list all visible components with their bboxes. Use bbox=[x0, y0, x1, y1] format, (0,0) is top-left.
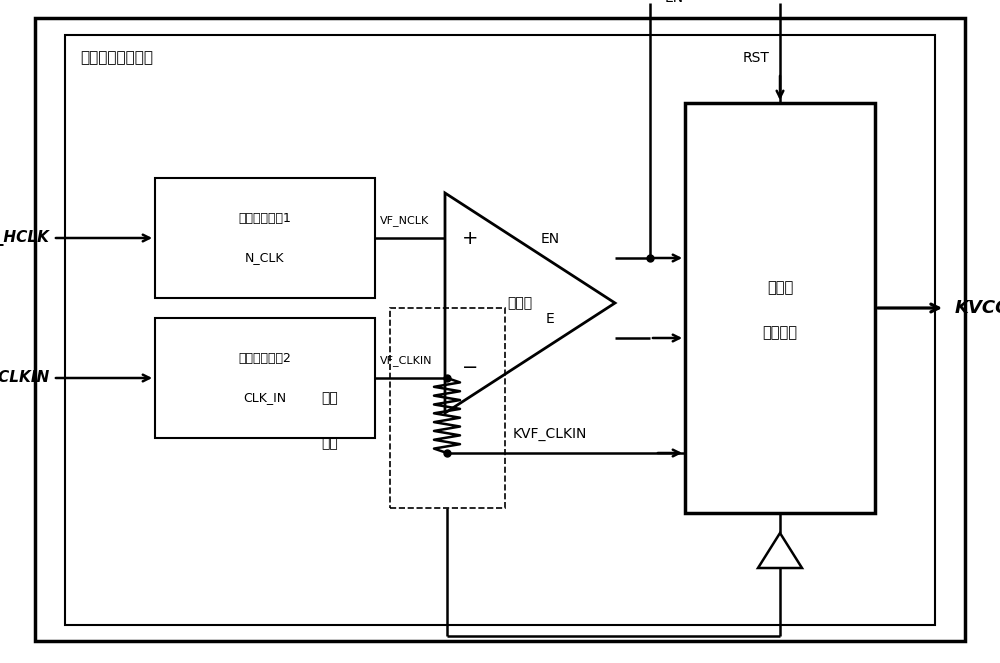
Bar bbox=[390, 308, 505, 508]
Text: 自适应: 自适应 bbox=[767, 280, 793, 296]
Text: RST: RST bbox=[743, 51, 770, 65]
Bar bbox=[65, 35, 935, 625]
Text: KVCO: KVCO bbox=[955, 299, 1000, 317]
Text: 电阵: 电阵 bbox=[322, 391, 338, 405]
Text: VF_CLKIN: VF_CLKIN bbox=[380, 355, 432, 366]
Text: N_HCLK: N_HCLK bbox=[0, 230, 50, 246]
Text: +: + bbox=[462, 229, 478, 247]
Text: CLK_IN: CLK_IN bbox=[243, 391, 287, 404]
Text: E: E bbox=[546, 312, 554, 326]
Text: N_CLK: N_CLK bbox=[245, 251, 285, 265]
Bar bbox=[155, 178, 375, 298]
Text: F_CLKIN: F_CLKIN bbox=[0, 370, 50, 386]
Text: EN: EN bbox=[665, 0, 684, 5]
Text: KVF_CLKIN: KVF_CLKIN bbox=[513, 427, 587, 441]
Text: 自适应加速锁定器: 自适应加速锁定器 bbox=[80, 50, 153, 65]
Bar bbox=[155, 318, 375, 438]
Text: EN: EN bbox=[540, 232, 560, 246]
Text: 比较器: 比较器 bbox=[507, 296, 533, 310]
Bar bbox=[685, 103, 875, 513]
Text: 频率电压转换1: 频率电压转换1 bbox=[239, 211, 291, 225]
Text: 电荷调整: 电荷调整 bbox=[763, 326, 798, 341]
Text: VF_NCLK: VF_NCLK bbox=[380, 215, 429, 226]
Text: −: − bbox=[462, 359, 478, 377]
Text: 网络: 网络 bbox=[322, 436, 338, 450]
Text: 频率电压转换2: 频率电压转换2 bbox=[239, 351, 291, 365]
